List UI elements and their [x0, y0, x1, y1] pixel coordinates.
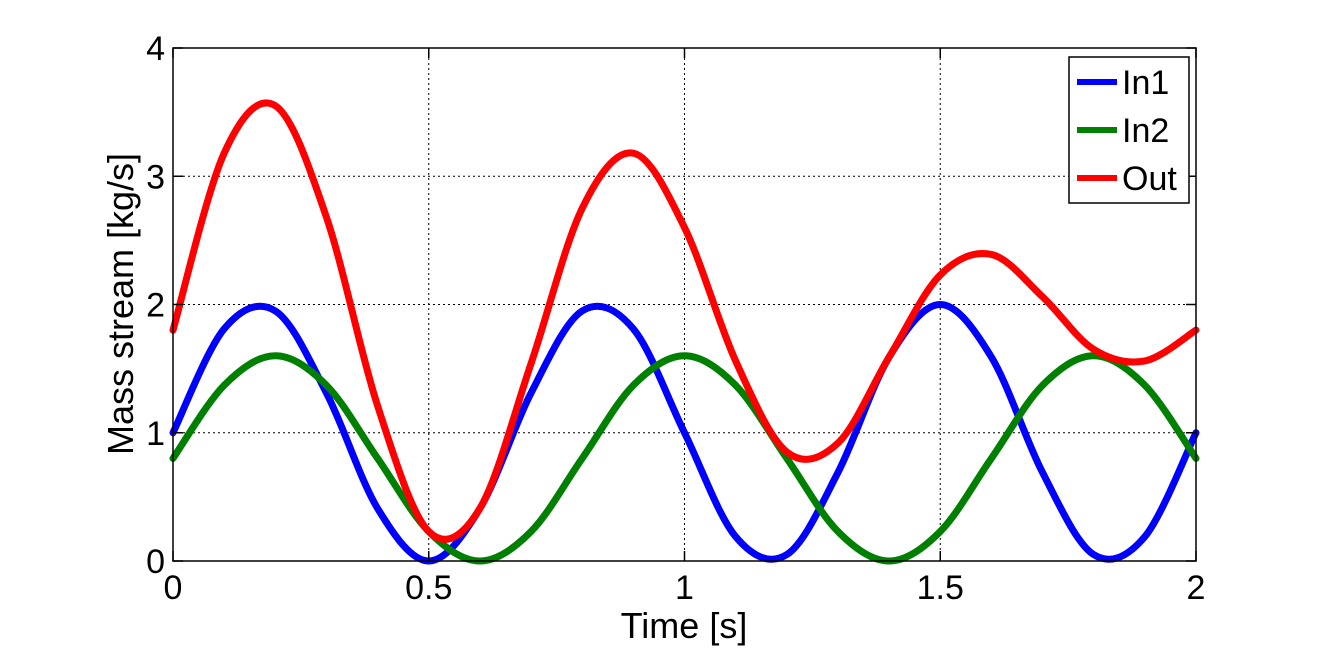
- legend: In1 In2 Out: [1068, 56, 1190, 204]
- x-tick-label: 1: [675, 569, 694, 607]
- series-lines: [169, 99, 1200, 565]
- y-tick-label: 1: [146, 415, 165, 453]
- x-tick-label: 0: [164, 569, 183, 607]
- x-tick-label: 0.5: [405, 569, 452, 607]
- y-tick-label: 2: [146, 287, 165, 325]
- series-line-out: [169, 99, 1200, 543]
- y-tick-label: 4: [146, 30, 165, 68]
- y-tick-label: 0: [146, 543, 165, 581]
- axis-ticks: 0 0.5 1 1.5 2 0 1 2 3 4: [146, 30, 1205, 607]
- x-tick-label: 2: [1187, 569, 1206, 607]
- x-axis-label: Time [s]: [621, 605, 748, 646]
- legend-label-out: Out: [1122, 160, 1177, 198]
- y-tick-label: 3: [146, 158, 165, 196]
- series-line-in2: [169, 352, 1200, 565]
- series-line-in1: [169, 301, 1200, 565]
- legend-label-in1: In1: [1122, 64, 1169, 102]
- y-axis-label: Mass stream [kg/s]: [100, 153, 141, 455]
- legend-label-in2: In2: [1122, 112, 1169, 150]
- x-tick-label: 1.5: [917, 569, 964, 607]
